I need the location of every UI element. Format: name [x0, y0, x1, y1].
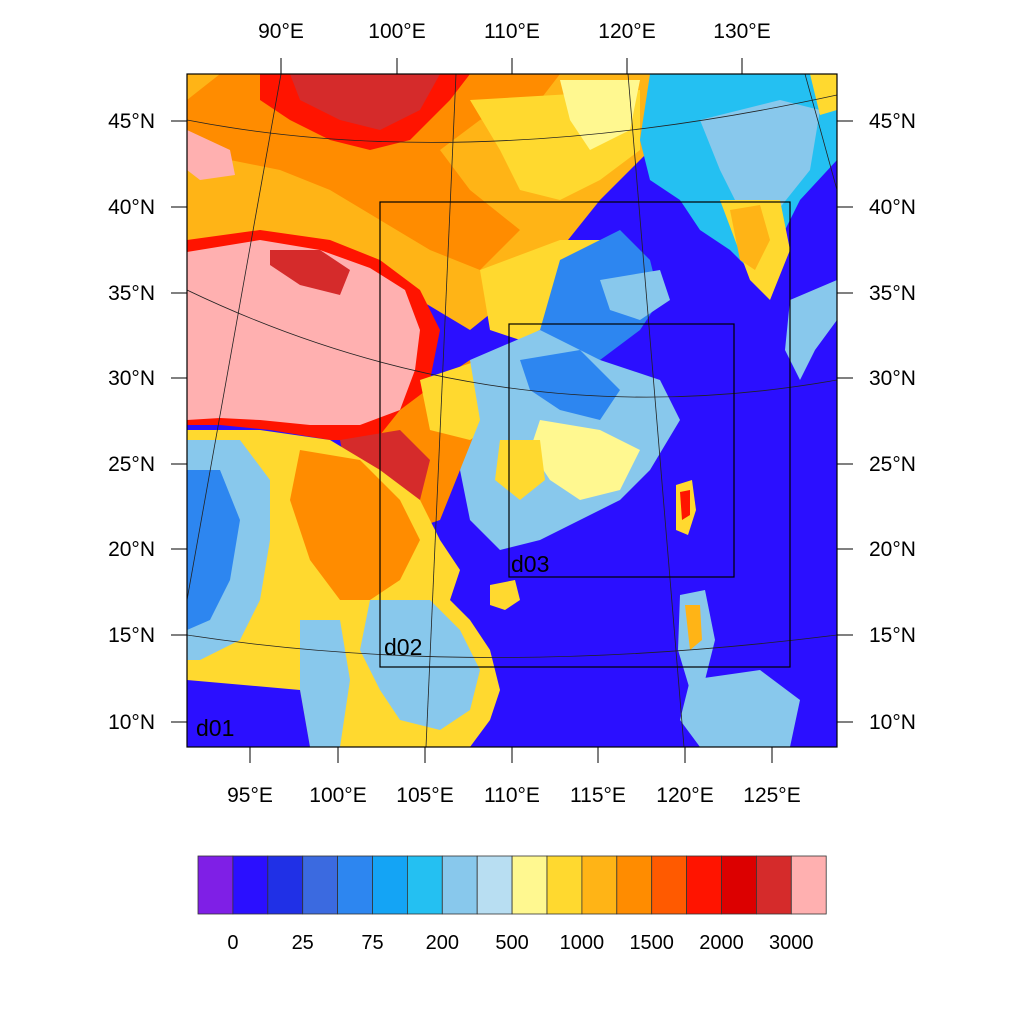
colorbar-label: 75: [361, 932, 383, 954]
latitude-graticule: [187, 94, 837, 658]
colorbar-label: 200: [426, 932, 459, 954]
right-lat-label: 30°N: [869, 367, 916, 390]
terrain-south-ridge: [495, 440, 545, 500]
colorbar-swatch: [441, 855, 478, 915]
terrain-luzon-peak: [685, 605, 702, 650]
colorbar-swatch: [302, 855, 339, 915]
terrain-shandong: [600, 270, 670, 320]
colorbar: [197, 855, 827, 915]
bottom-lon-label: 95°E: [227, 784, 273, 807]
terrain-peninsula: [300, 620, 350, 747]
colorbar-label: 0: [227, 932, 238, 954]
top-lon-label: 90°E: [258, 20, 304, 43]
terrain-qaidam: [270, 250, 350, 295]
colorbar-swatch: [197, 855, 234, 915]
top-lon-label: 100°E: [368, 20, 425, 43]
left-lat-label: 15°N: [108, 624, 155, 647]
right-lat-label: 20°N: [869, 538, 916, 561]
terrain-indochina-sea: [187, 680, 310, 747]
bottom-lon-label: 105°E: [396, 784, 453, 807]
terrain-tarim: [187, 130, 235, 180]
terrain-hainan: [490, 580, 520, 610]
colorbar-swatch: [337, 855, 373, 915]
left-lat-label: 10°N: [108, 711, 155, 734]
terrain-japan: [785, 280, 837, 380]
left-lat-label: 30°N: [108, 367, 155, 390]
left-lat-label: 40°N: [108, 196, 155, 219]
colorbar-swatch: [616, 855, 653, 915]
bottom-lon-label: 110°E: [484, 784, 540, 807]
terrain-south-hills-yellow: [530, 420, 640, 500]
colorbar-label: 1000: [560, 932, 605, 954]
colorbar-swatch: [372, 855, 408, 915]
left-lat-label: 35°N: [108, 282, 155, 305]
domain-label-d01: d01: [196, 715, 234, 741]
colorbar-label: 25: [292, 932, 314, 954]
right-lat-label: 35°N: [869, 282, 916, 305]
colorbar-label: 2000: [699, 932, 744, 954]
top-lon-label: 120°E: [598, 20, 655, 43]
domain-label-d02: d02: [384, 634, 422, 660]
colorbar-swatch: [476, 855, 513, 915]
colorbar-swatch: [232, 855, 269, 915]
bottom-lon-label: 125°E: [743, 784, 800, 807]
left-lat-label: 25°N: [108, 453, 155, 476]
right-latitude-labels: 45°N 40°N 35°N 30°N 25°N 20°N 15°N 10°N: [869, 110, 916, 734]
right-lat-label: 15°N: [869, 624, 916, 647]
terrain-south-hills-blue: [520, 350, 620, 420]
longitude-graticule: [187, 74, 837, 747]
colorbar-label: 500: [495, 932, 528, 954]
right-lat-label: 25°N: [869, 453, 916, 476]
terrain-northeast-hills: [700, 100, 820, 220]
bottom-lon-label: 115°E: [570, 784, 626, 807]
terrain-tibet: [187, 240, 420, 425]
colorbar-swatch: [511, 855, 548, 915]
domain-label-d03: d03: [511, 551, 549, 577]
domain-box-d02: [379, 201, 791, 668]
bottom-longitude-labels: 95°E 100°E 105°E 110°E 115°E 120°E 125°E: [227, 784, 801, 807]
terrain-korea: [730, 205, 770, 270]
left-lat-label: 20°N: [108, 538, 155, 561]
right-lat-label: 10°N: [869, 711, 916, 734]
map-tick-marks: [171, 58, 853, 763]
terrain-thailand: [360, 600, 480, 730]
terrain-gobi-light: [560, 80, 640, 150]
colorbar-label: 3000: [769, 932, 814, 954]
colorbar-label: 1500: [629, 932, 674, 954]
terrain-visayas: [680, 670, 800, 747]
map-panel: [187, 74, 837, 747]
terrain-indochina-orange: [290, 450, 420, 600]
colorbar-swatch: [790, 855, 827, 915]
colorbar-swatch: [267, 855, 304, 915]
colorbar-swatch: [721, 855, 757, 915]
left-lat-label: 45°N: [108, 110, 155, 133]
top-longitude-labels: 90°E 100°E 110°E 120°E 130°E: [258, 20, 771, 43]
terrain-myanmar-low: [187, 470, 240, 630]
top-lon-label: 110°E: [484, 20, 540, 43]
colorbar-swatch: [651, 855, 688, 915]
bottom-lon-label: 100°E: [309, 784, 366, 807]
colorbar-swatch: [686, 855, 722, 915]
colorbar-swatch: [406, 855, 443, 915]
colorbar-swatch: [581, 855, 618, 915]
colorbar-labels: 0 25 75 200 500 1000 1500 2000 3000: [227, 932, 813, 954]
colorbar-swatch: [756, 855, 792, 915]
domain-box-d03: [508, 323, 735, 578]
terrain-north-orange: [187, 74, 560, 270]
left-latitude-labels: 45°N 40°N 35°N 30°N 25°N 20°N 15°N 10°N: [108, 110, 155, 734]
top-lon-label: 130°E: [713, 20, 770, 43]
colorbar-swatch: [546, 855, 583, 915]
terrain-north-darkred: [290, 74, 440, 130]
bottom-lon-label: 120°E: [656, 784, 713, 807]
terrain-taiwan-peak: [680, 490, 690, 520]
terrain-top-right: [810, 74, 837, 115]
right-lat-label: 40°N: [869, 196, 916, 219]
right-lat-label: 45°N: [869, 110, 916, 133]
terrain-plain-blue: [540, 230, 660, 360]
